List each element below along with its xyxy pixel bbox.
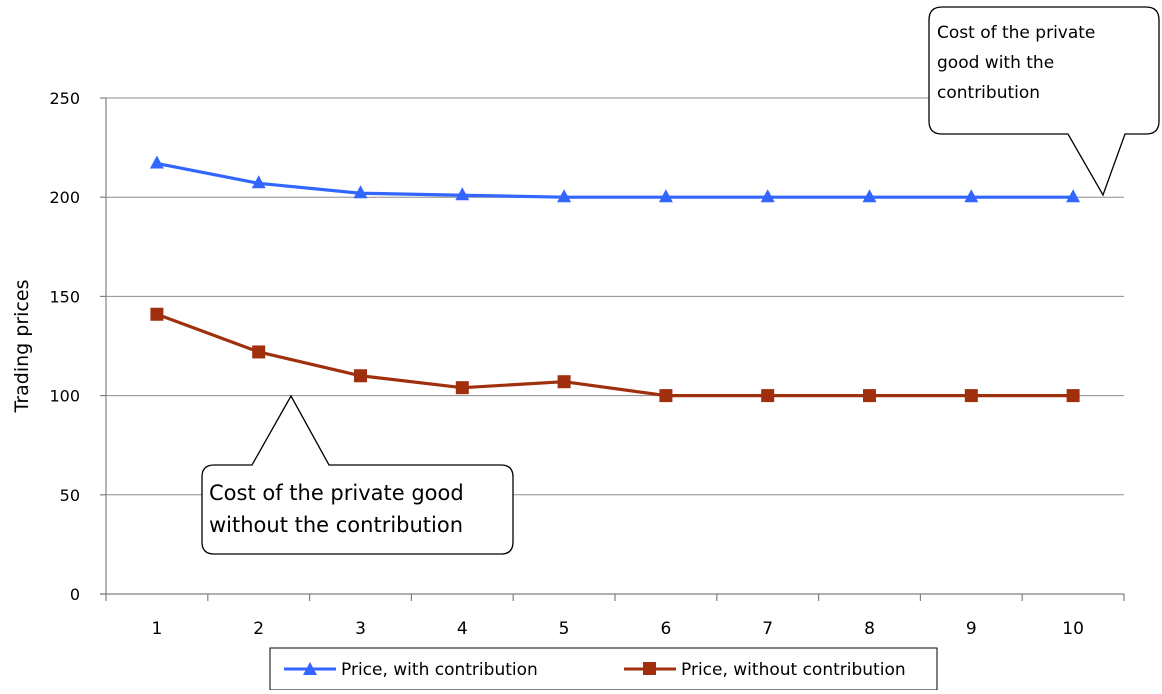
y-axis-ticks: 0 50 100 150 200 250	[49, 89, 106, 604]
callout-line: contribution	[937, 83, 1040, 103]
data-point-square	[354, 369, 367, 383]
legend-item-with-contribution: Price, with contribution	[284, 660, 538, 680]
data-point-triangle	[149, 155, 164, 169]
legend-marker-square-icon	[643, 662, 656, 675]
series-1	[149, 155, 1081, 203]
x-tick-label: 7	[762, 619, 773, 639]
data-point-square	[964, 389, 978, 403]
legend-label-without: Price, without contribution	[681, 660, 906, 680]
legend-marker-triangle-icon	[303, 662, 317, 675]
data-point-square	[252, 345, 266, 359]
legend-label-with: Price, with contribution	[341, 660, 538, 680]
callout-line: Cost of the private	[937, 23, 1095, 43]
data-point-square	[557, 375, 571, 389]
y-tick-label: 150	[49, 287, 80, 306]
callout-without-contribution: Cost of the private good without the cont…	[201, 394, 514, 555]
data-point-triangle	[862, 189, 877, 203]
series-layer	[149, 155, 1081, 403]
data-point-triangle	[658, 189, 673, 203]
x-axis-ticks: 1 2 3 4 5 6 7 8 9 10	[105, 594, 1125, 639]
callout-line: Cost of the private good	[209, 481, 464, 505]
callout-with-text: Cost of the private good with the contribu…	[937, 23, 1095, 103]
legend-item-without-contribution: Price, without contribution	[624, 660, 906, 680]
data-point-triangle	[251, 175, 266, 189]
legend-box	[269, 647, 938, 691]
y-tick-label: 50	[60, 486, 80, 505]
data-point-square	[150, 307, 164, 321]
x-tick-label: 1	[151, 619, 162, 639]
data-point-square	[455, 381, 469, 395]
data-point-triangle	[760, 189, 775, 203]
data-point-square	[1066, 389, 1080, 403]
legend: Price, with contribution Price, without …	[269, 647, 938, 691]
data-point-square	[659, 389, 673, 403]
callout-with-contribution: Cost of the private good with the contribu…	[928, 6, 1160, 197]
x-tick-label: 2	[253, 619, 264, 639]
callout-line: without the contribution	[209, 513, 463, 537]
x-tick-label: 10	[1062, 619, 1084, 639]
x-tick-label: 3	[355, 619, 366, 639]
data-point-square	[863, 389, 876, 403]
data-point-triangle	[964, 189, 979, 203]
x-tick-label: 6	[660, 619, 671, 639]
series-2	[150, 307, 1080, 403]
x-tick-label: 8	[864, 619, 875, 639]
callout-line: good with the	[937, 53, 1054, 73]
data-point-triangle	[557, 189, 572, 203]
data-point-triangle	[353, 185, 368, 199]
series-line	[156, 312, 1074, 398]
data-point-square	[761, 389, 775, 403]
x-tick-label: 5	[559, 619, 570, 639]
callout-with-outline	[928, 6, 1160, 197]
y-tick-label: 200	[49, 188, 80, 207]
x-tick-label: 9	[966, 619, 977, 639]
gridlines	[106, 97, 1124, 496]
y-tick-label: 0	[70, 585, 80, 604]
y-axis-title: Trading prices	[11, 280, 33, 414]
callout-without-text: Cost of the private good without the cont…	[209, 481, 464, 537]
data-point-triangle	[1066, 189, 1081, 203]
y-tick-label: 250	[49, 89, 80, 108]
y-tick-label: 100	[49, 387, 80, 406]
series-line	[156, 161, 1074, 199]
x-tick-label: 4	[457, 619, 468, 639]
callout-without-outline	[201, 394, 514, 555]
data-point-triangle	[455, 187, 470, 201]
